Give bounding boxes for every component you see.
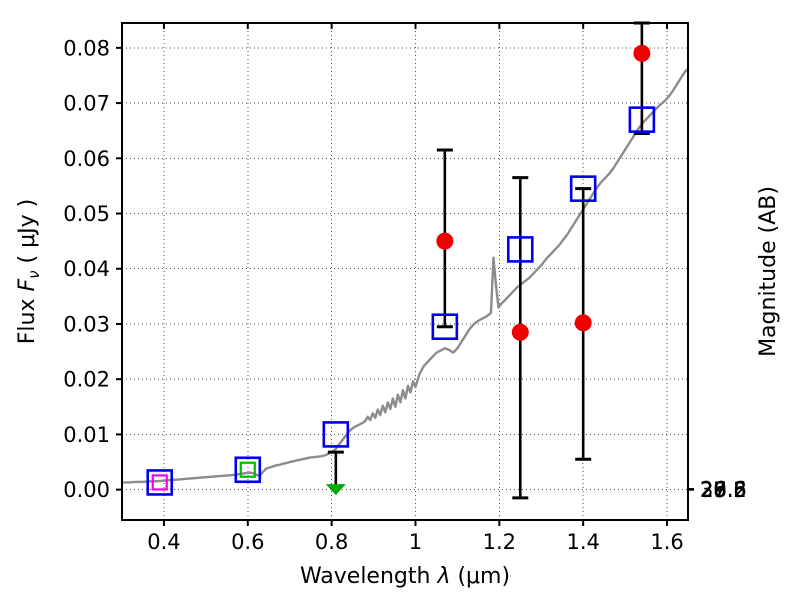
model-photometry-square[interactable]: [628, 106, 656, 133]
x-axis-tick-label: 0.6: [231, 530, 264, 554]
y-axis-right-tick-label: 27: [700, 478, 727, 502]
inner-marker-square[interactable]: [151, 474, 168, 491]
y-axis-left-title: Flux Fν ( μJy ): [15, 199, 43, 344]
y-axis-left-tick-label: 0.05: [63, 202, 110, 226]
observed-photometry-circle[interactable]: [574, 314, 592, 332]
plot-frame: [120, 21, 690, 522]
model-photometry-square[interactable]: [322, 421, 350, 448]
y-axis-right-tick-label: 29: [700, 478, 727, 502]
y-axis-left-tick-label: 0.03: [63, 312, 110, 336]
model-spectrum-line: [120, 67, 690, 484]
y-axis-right-tick-label: 26.6: [700, 478, 747, 502]
y-axis-right-tick-label: 27.2: [700, 478, 747, 502]
x-axis-tick-label: 1: [409, 530, 422, 554]
upper-limit-triangle[interactable]: [325, 484, 346, 496]
y-axis-right-title: Magnitude (AB): [756, 186, 781, 357]
x-axis-tick-label: 1.2: [483, 530, 516, 554]
inner-marker-square[interactable]: [239, 461, 256, 478]
y-axis-left-tick-label: 0.08: [63, 36, 110, 60]
model-photometry-square[interactable]: [146, 469, 174, 496]
x-axis-title: Wavelength λ (μm): [300, 564, 510, 589]
y-axis-left-tick-label: 0.06: [63, 147, 110, 171]
x-axis-tick-label: 0.8: [315, 530, 348, 554]
y-axis-right-tick-label: 27.5: [700, 478, 747, 502]
model-photometry-square[interactable]: [569, 175, 597, 202]
x-axis-tick-label: 1.6: [650, 530, 683, 554]
model-photometry-square[interactable]: [506, 236, 534, 263]
observed-photometry-circle[interactable]: [436, 232, 454, 250]
y-axis-right-tick-label: 28.5: [700, 478, 747, 502]
y-axis-left-tick-label: 0.04: [63, 257, 110, 281]
y-axis-left-tick-label: 0.02: [63, 368, 110, 392]
y-axis-right-tick-label: 26.8: [700, 478, 747, 502]
observed-photometry-circle[interactable]: [633, 44, 651, 62]
y-axis-left-tick-label: 0.07: [63, 92, 110, 116]
x-axis-tick-label: 0.4: [147, 530, 180, 554]
model-photometry-square[interactable]: [431, 313, 459, 341]
y-axis-right-tick-label: 30: [700, 478, 727, 502]
x-axis-tick-label: 1.4: [566, 530, 599, 554]
observed-photometry-circle[interactable]: [511, 323, 529, 341]
model-photometry-square[interactable]: [234, 456, 262, 484]
y-axis-left-tick-label: 0.00: [63, 478, 110, 502]
y-axis-right-tick-label: 28: [700, 478, 727, 502]
y-axis-left-tick-label: 0.01: [63, 423, 110, 447]
